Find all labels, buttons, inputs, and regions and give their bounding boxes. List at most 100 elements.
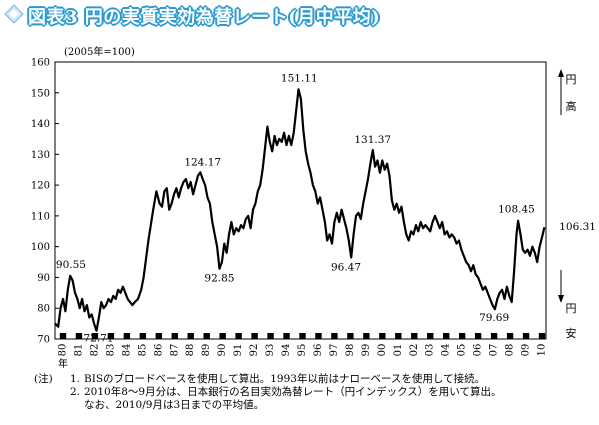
chart-title: 図表3 円の実質実効為替レート(月中平均) xyxy=(28,7,381,28)
x-tick xyxy=(235,333,242,339)
x-tick xyxy=(299,333,306,339)
x-tick-label: 05 xyxy=(457,344,468,357)
x-tick xyxy=(187,333,194,339)
x-tick xyxy=(379,333,386,339)
x-tick xyxy=(427,333,434,339)
x-tick xyxy=(123,333,131,339)
x-tick-label: 07 xyxy=(489,344,500,357)
x-tick xyxy=(474,333,482,339)
data-label: 131.37 xyxy=(354,134,391,146)
x-tick-label: 97 xyxy=(329,344,340,357)
x-tick xyxy=(219,333,226,339)
data-label: 108.45 xyxy=(498,204,535,216)
x-tick xyxy=(59,333,67,339)
footnote-number: 2. xyxy=(70,386,81,398)
y-tick-label: 150 xyxy=(31,88,50,99)
label-yen-up-2: 高 xyxy=(566,99,577,113)
axes: (2005年=100) 70 80 90 100 110 120 130 140 150 160 80… xyxy=(31,45,548,370)
x-tick-label: 90 xyxy=(217,344,228,357)
x-tick-label: 00 xyxy=(377,344,388,357)
y-tick-label: 90 xyxy=(37,273,50,284)
x-tick xyxy=(155,333,162,339)
x-tick-label: 06 xyxy=(473,344,484,357)
unit-label: (2005年=100) xyxy=(64,45,135,58)
y-tick-label: 130 xyxy=(31,150,50,161)
series-layer xyxy=(54,88,546,332)
x-tick-label: 88 xyxy=(185,344,196,357)
data-label: 124.17 xyxy=(184,156,221,168)
footnote-text: 2010年8～9月分は、日本銀行の名目実効為替レート（円インデックス）を用いて算… xyxy=(84,386,502,398)
x-tick-label: 03 xyxy=(425,344,436,357)
x-tick xyxy=(363,333,370,339)
x-tick xyxy=(171,333,178,339)
x-tick-label: 04 xyxy=(441,344,452,357)
x-tick xyxy=(283,333,290,339)
x-tick-label: 08 xyxy=(505,344,516,357)
x-tick-label: 84 xyxy=(121,344,132,357)
diamond-icon xyxy=(4,4,24,24)
y-tick-label: 120 xyxy=(31,181,50,192)
footnotes: (注) 1. BISのブロードベースを使用して算出。1993年以前はナローベースを使… xyxy=(34,373,594,412)
x-tick-label: 80 xyxy=(57,344,68,357)
data-label: 106.31 xyxy=(559,221,596,233)
footnote-2: 2. 2010年8～9月分は、日本銀行の名目実効為替レート（円インデックス）を用い… xyxy=(34,386,594,399)
x-tick-label: 89 xyxy=(201,344,212,357)
x-tick-label: 09 xyxy=(521,344,532,357)
x-tick-label: 81 xyxy=(73,344,84,357)
x-tick-label: 95 xyxy=(297,344,308,357)
y-tick-label: 80 xyxy=(37,304,50,315)
x-tick-label: 91 xyxy=(233,344,244,357)
y-tick-label: 140 xyxy=(31,119,50,130)
x-tick xyxy=(203,333,210,339)
data-label: 92.85 xyxy=(204,273,234,285)
x-tick xyxy=(458,333,466,339)
x-tick-label: 93 xyxy=(265,344,276,357)
footnote-1: (注) 1. BISのブロードベースを使用して算出。1993年以前はナローベースを使… xyxy=(34,373,594,386)
x-tick-label: 83 xyxy=(105,344,116,357)
x-tick-label: 02 xyxy=(409,344,420,357)
label-yen-down-2: 安 xyxy=(566,326,577,340)
label-yen-up-1: 円 xyxy=(566,73,577,86)
x-tick xyxy=(522,333,530,339)
data-label: 79.69 xyxy=(479,312,509,324)
x-tick-label: 98 xyxy=(345,344,356,357)
x-tick xyxy=(251,333,258,339)
footnote-text: なお、2010/9月は3日までの平均値。 xyxy=(84,399,265,411)
x-tick-label: 99 xyxy=(361,344,372,357)
x-tick xyxy=(331,333,338,339)
label-yen-down-1: 円 xyxy=(566,302,577,315)
y-tick-label: 70 xyxy=(37,335,50,346)
x-tick-label: 86 xyxy=(153,344,164,357)
x-tick-label: 10 xyxy=(537,344,548,357)
x-tick-label: 96 xyxy=(313,344,324,357)
footnote-text: BISのブロードベースを使用して算出。1993年以前はナローベースを使用して接続… xyxy=(84,373,486,385)
x-tick xyxy=(139,333,147,339)
x-tick-label: 85 xyxy=(137,344,148,357)
x-tick-label: 87 xyxy=(169,344,180,357)
x-tick xyxy=(315,333,322,339)
annotations: 90.55 72.71 124.17 92.85 151.11 96.47 131.37 79… xyxy=(56,72,596,344)
y-tick-label: 160 xyxy=(31,58,50,69)
x-tick-label: 82 xyxy=(89,344,100,357)
x-tick xyxy=(75,333,83,339)
x-axis-label: 年 xyxy=(58,357,68,370)
data-label: 96.47 xyxy=(331,262,361,274)
down-arrow-head xyxy=(558,295,564,303)
chart-area: (2005年=100) 70 80 90 100 110 120 130 140 150 160 80… xyxy=(31,45,596,370)
x-tick xyxy=(347,333,354,339)
x-tick xyxy=(91,333,99,339)
x-tick xyxy=(490,333,498,339)
data-label: 72.71 xyxy=(83,333,113,345)
data-label: 151.11 xyxy=(281,72,318,84)
x-tick-label: 92 xyxy=(249,344,260,357)
x-tick xyxy=(411,333,418,339)
x-tick-label: 94 xyxy=(281,344,292,357)
x-tick xyxy=(506,333,514,339)
data-label: 90.55 xyxy=(56,259,86,271)
chart-title-banner: 図表3 円の実質実効為替レート(月中平均) xyxy=(4,3,424,28)
up-arrow-head xyxy=(558,69,564,77)
x-tick xyxy=(107,333,115,339)
x-tick xyxy=(538,333,546,339)
y-tick-label: 100 xyxy=(31,242,50,253)
